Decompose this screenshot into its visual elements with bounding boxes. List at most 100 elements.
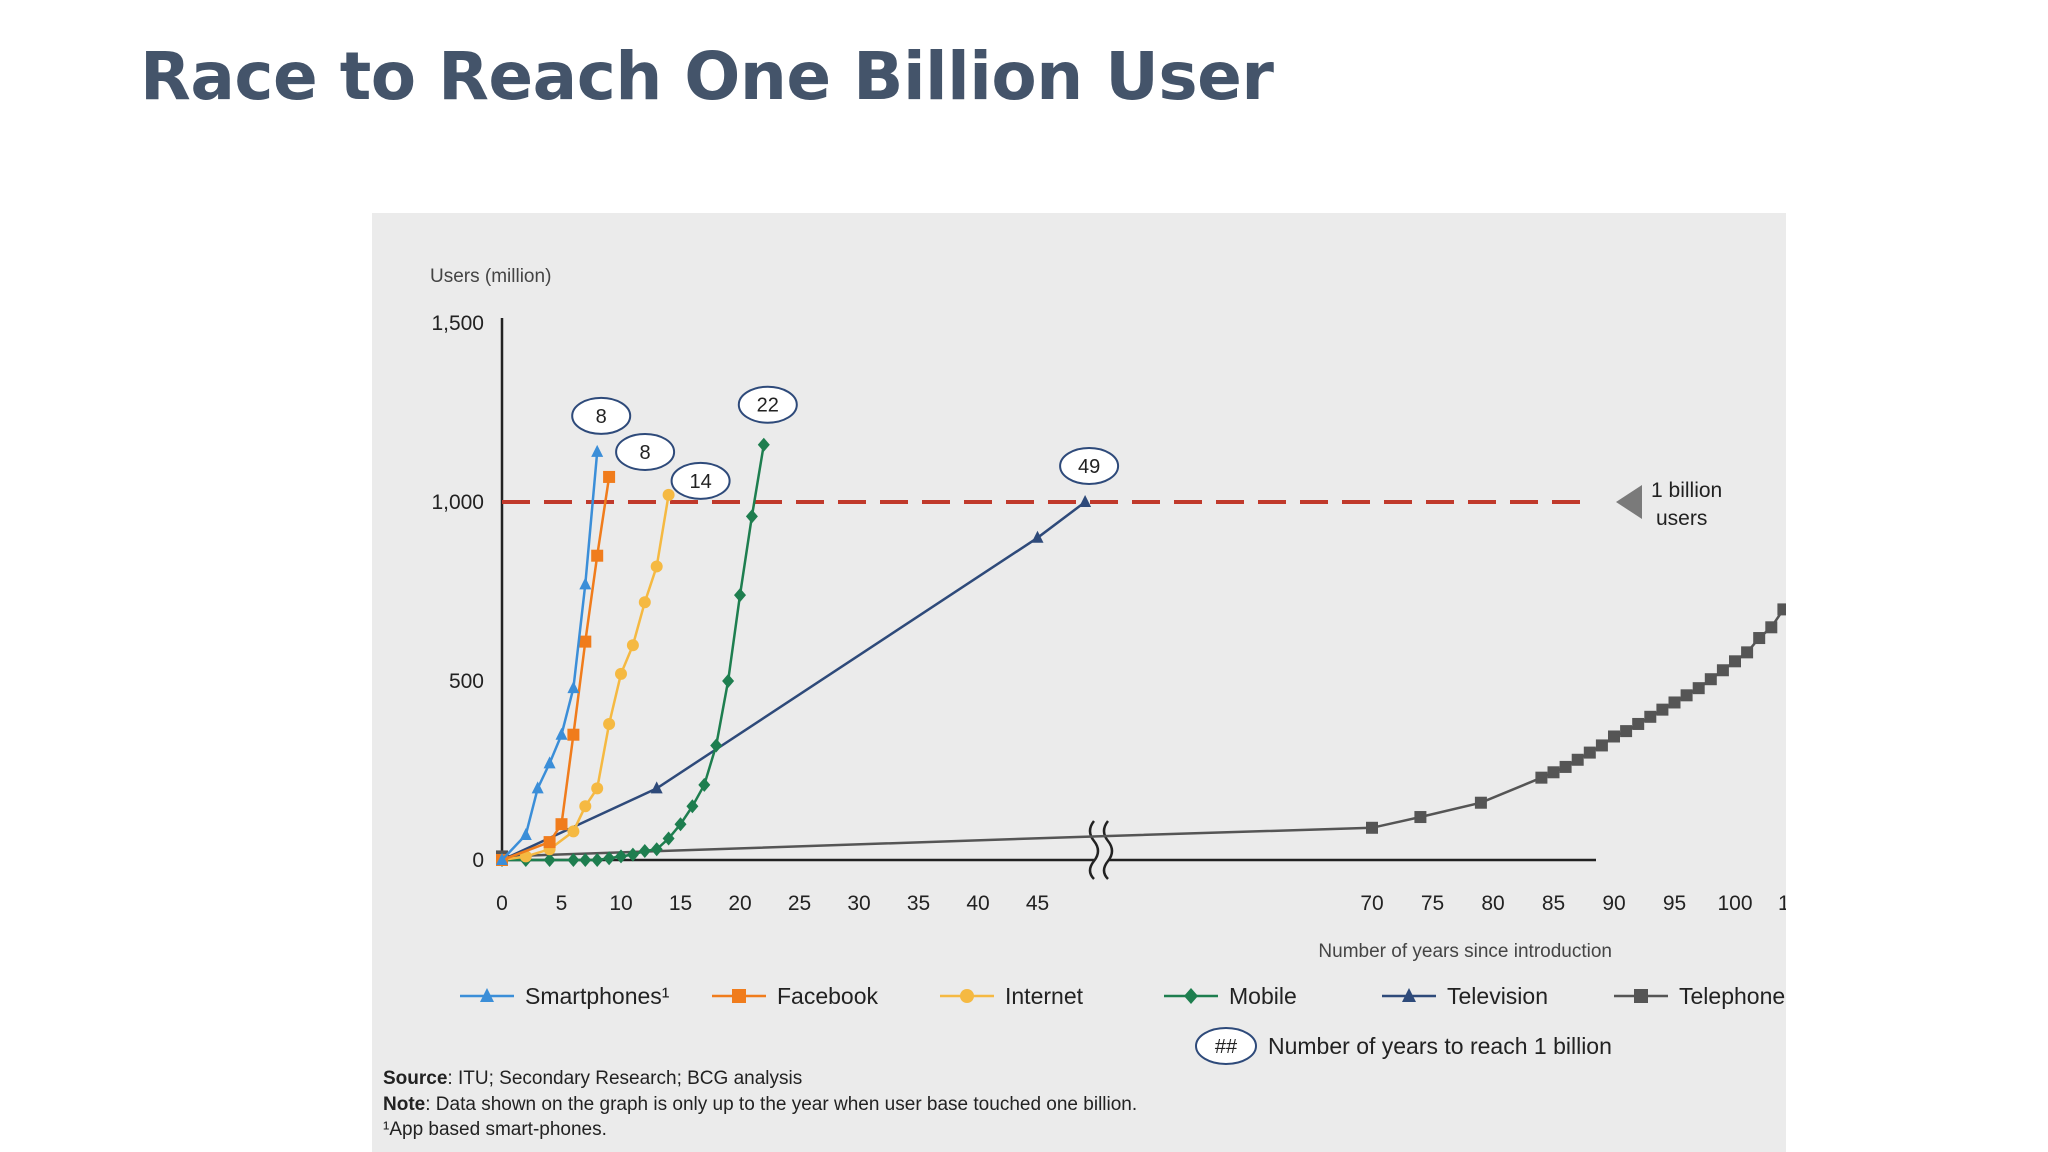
chart-panel — [372, 213, 1786, 1152]
year-badge-ellipse — [615, 432, 676, 471]
data-point — [650, 781, 663, 794]
year-badge: 49 — [1059, 447, 1120, 485]
x-tick-label: 105 — [1778, 892, 1786, 915]
source-note: Source: ITU; Secondary Research; BCG ana… — [383, 1068, 802, 1090]
series-facebook — [496, 470, 616, 866]
x-tick-label: 25 — [788, 892, 811, 915]
data-point — [555, 818, 568, 831]
data-point — [626, 639, 639, 652]
data-point — [745, 509, 758, 524]
year-badge: 14 — [670, 461, 731, 500]
data-point — [543, 756, 556, 769]
x-tick-label: 0 — [496, 892, 508, 915]
y-tick-label: 1,000 — [431, 491, 484, 514]
series-smartphones — [496, 444, 604, 865]
data-point — [531, 781, 544, 794]
threshold-label: 1 billion — [1651, 479, 1722, 502]
data-point — [615, 849, 627, 864]
series-line — [501, 501, 1086, 862]
x-tick-label: 45 — [1026, 892, 1049, 915]
data-point — [686, 799, 699, 814]
data-point — [1366, 821, 1378, 834]
series-line — [502, 444, 766, 862]
legend-item: Facebook — [712, 983, 879, 1009]
data-point — [579, 635, 592, 648]
note-text: : Data shown on the graph is only up to … — [425, 1094, 1138, 1115]
data-point — [1079, 495, 1092, 507]
data-point — [650, 560, 663, 573]
data-point — [480, 988, 494, 1002]
data-point — [579, 853, 592, 867]
year-badge: 22 — [737, 385, 798, 424]
data-point — [698, 777, 711, 792]
year-badge-ellipse — [737, 385, 798, 424]
series-television — [501, 495, 1092, 862]
data-point — [1632, 717, 1645, 730]
data-point — [1571, 753, 1584, 766]
legend-item: Television — [1382, 983, 1548, 1009]
x-tick-label: 5 — [556, 892, 568, 915]
data-point — [579, 800, 592, 813]
legend-item: Telephone — [1614, 983, 1785, 1009]
legend-label: Smartphones¹ — [525, 983, 670, 1009]
data-point — [591, 549, 604, 562]
data-point — [1765, 621, 1778, 634]
series-line — [501, 451, 599, 861]
data-point — [638, 596, 651, 609]
year-badge-label: 49 — [1078, 456, 1100, 478]
data-point — [1559, 760, 1572, 773]
x-tick-label: 20 — [728, 892, 751, 915]
data-point — [1031, 530, 1044, 543]
data-point — [543, 853, 556, 867]
data-point — [1608, 730, 1620, 743]
data-point — [555, 727, 568, 740]
data-point — [732, 989, 746, 1003]
axis-break-mark — [1088, 820, 1100, 880]
year-badge-ellipse — [1059, 447, 1120, 485]
data-point — [567, 825, 580, 838]
data-point — [1704, 673, 1717, 686]
y-tick-label: 500 — [449, 670, 484, 693]
y-tick-label: 0 — [472, 849, 484, 872]
data-point — [1753, 632, 1766, 645]
y-tick-label: 1,500 — [431, 312, 484, 335]
x-tick-label: 75 — [1421, 892, 1444, 915]
data-point — [567, 853, 580, 867]
data-point — [496, 853, 508, 865]
x-tick-label: 30 — [847, 892, 870, 915]
legend-item: Mobile — [1164, 983, 1297, 1009]
legend-label: Mobile — [1229, 983, 1297, 1009]
x-tick-label: 90 — [1602, 892, 1625, 915]
data-point — [662, 488, 675, 501]
x-tick-label: 70 — [1360, 892, 1383, 915]
data-point — [674, 817, 687, 832]
data-point — [650, 842, 663, 857]
threshold-label: users — [1656, 507, 1707, 530]
series-mobile — [496, 437, 770, 867]
data-point — [567, 728, 580, 741]
legend-item: Smartphones¹ — [460, 983, 670, 1009]
year-badge-label: 14 — [689, 471, 711, 493]
data-point — [567, 681, 580, 694]
note-label: Note — [383, 1094, 426, 1115]
year-badge-label: 8 — [596, 406, 607, 428]
x-tick-label: 40 — [966, 892, 989, 915]
badge-legend-label: Number of years to reach 1 billion — [1268, 1033, 1612, 1059]
badge-legend-ellipse — [1195, 1027, 1257, 1065]
threshold-pointer-icon — [1616, 485, 1642, 519]
data-point — [603, 470, 616, 483]
year-badge-ellipse — [670, 461, 731, 500]
data-point — [1692, 682, 1705, 695]
data-point — [603, 851, 616, 866]
data-point — [1777, 603, 1786, 616]
data-point — [543, 836, 556, 849]
data-point — [1668, 696, 1681, 709]
data-point — [960, 989, 974, 1003]
series-line — [501, 476, 611, 862]
x-tick-label: 35 — [907, 892, 930, 915]
x-axis-label: Number of years since introduction — [1318, 941, 1612, 962]
data-point — [1535, 771, 1548, 784]
legend-label: Television — [1447, 983, 1548, 1009]
data-point — [734, 588, 746, 603]
data-point — [1741, 646, 1754, 659]
